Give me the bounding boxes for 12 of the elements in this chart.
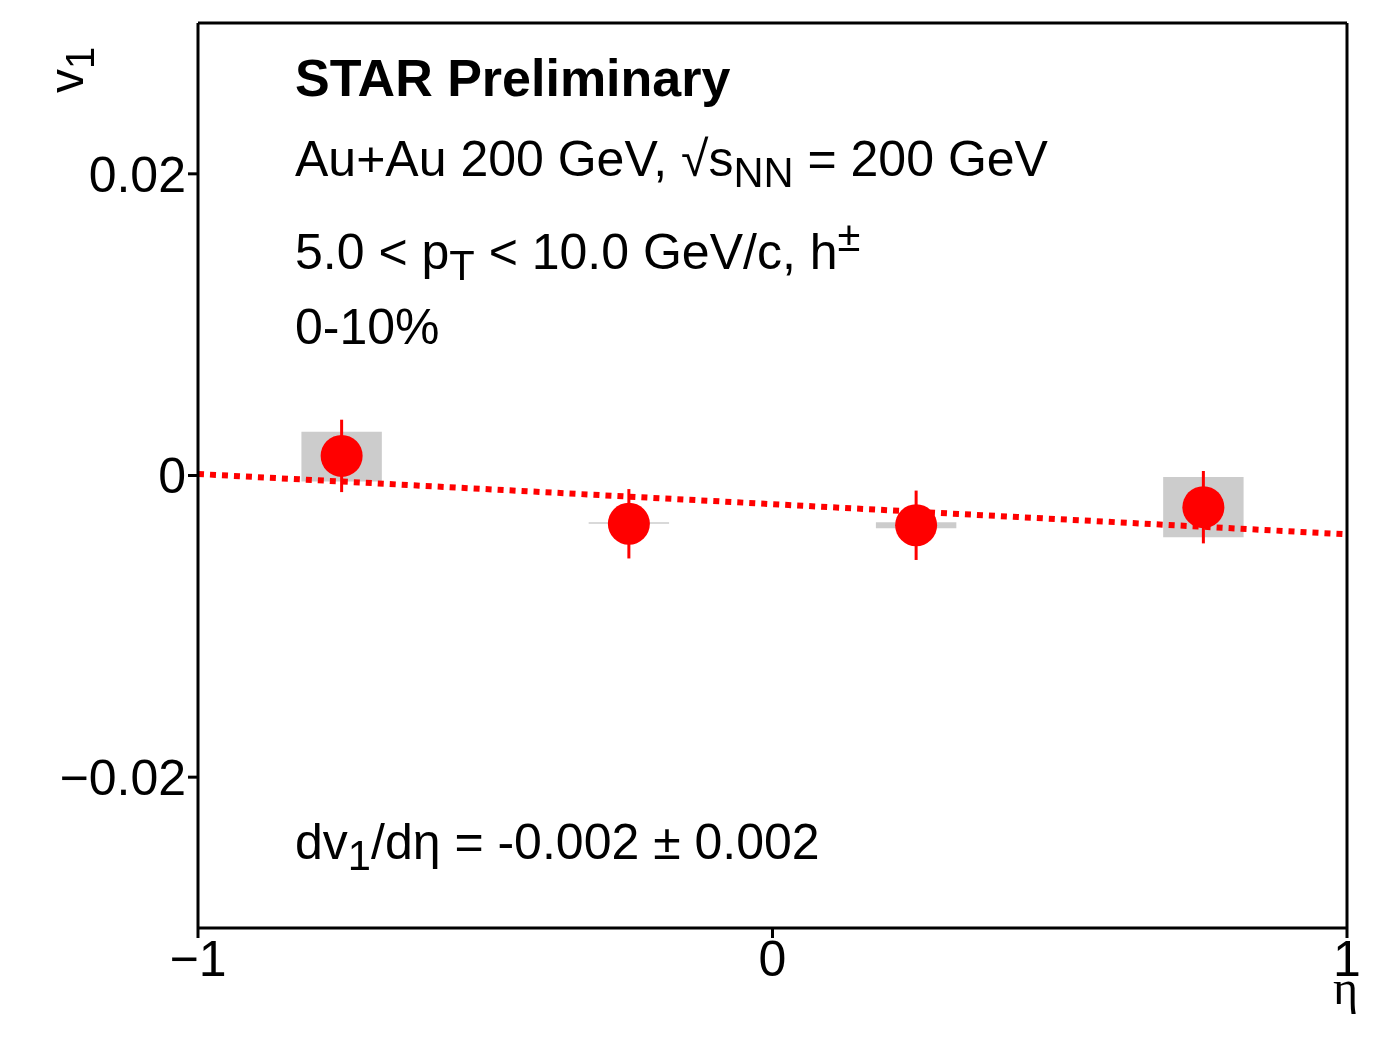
annotation: Au+Au 200 GeV, √s$_{NN}$ = 200 GeV bbox=[295, 130, 1048, 197]
y-tick-label: 0.02 bbox=[88, 146, 186, 203]
annotation: STAR Preliminary bbox=[295, 48, 731, 108]
point bbox=[895, 504, 938, 547]
point bbox=[607, 502, 650, 545]
y-tick-label: 0 bbox=[158, 448, 186, 505]
annotation: 5.0 < p$_{T}$ < 10.0 GeV/c, h$^{±}$ bbox=[295, 213, 861, 290]
x-tick-label: −1 bbox=[169, 930, 227, 987]
annotation: 0-10% bbox=[295, 298, 440, 356]
y-tick-label: −0.02 bbox=[59, 749, 186, 806]
annotation: dv$_{1}$/dη = -0.002 ± 0.002 bbox=[295, 813, 820, 880]
x-tick-label: 0 bbox=[758, 930, 787, 987]
